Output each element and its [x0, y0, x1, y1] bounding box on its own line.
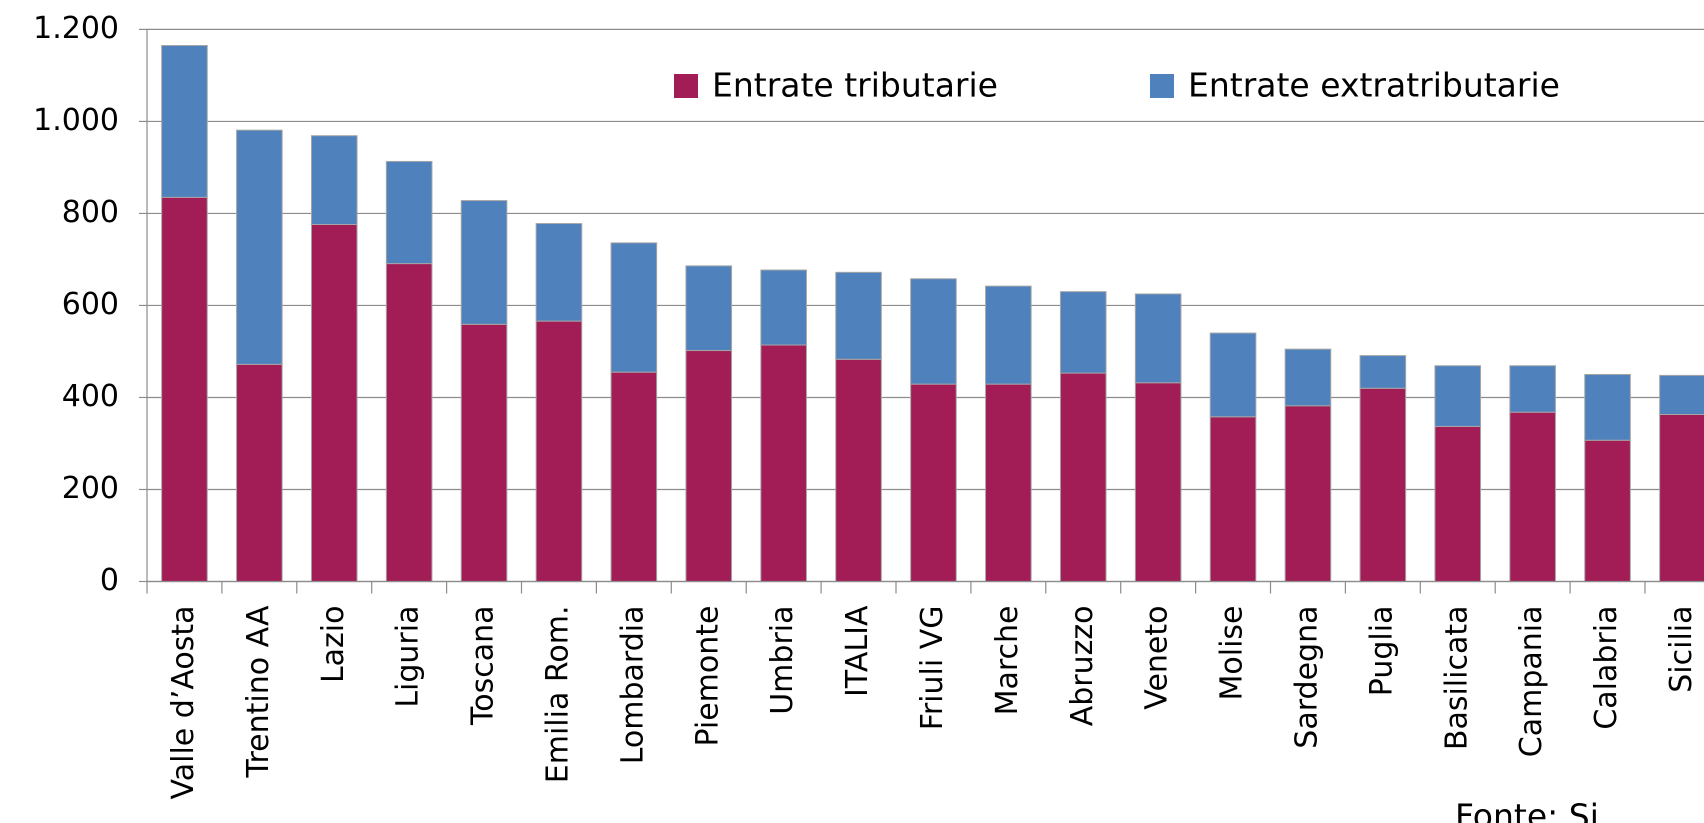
- x-tick-label: Piemonte: [690, 606, 725, 747]
- bar-segment: [910, 383, 957, 582]
- bar-segment: [1284, 348, 1332, 407]
- bar-segment: [1209, 332, 1257, 418]
- bar-segment: [1659, 374, 1704, 415]
- bar-segment: [760, 344, 807, 583]
- bar-segment: [535, 223, 583, 322]
- bar-segment: [985, 285, 1032, 385]
- y-tick-label: 1.000: [33, 103, 119, 138]
- x-tick-label: Molise: [1215, 606, 1250, 701]
- bar-segment: [685, 350, 733, 583]
- bar-segment: [1209, 416, 1257, 582]
- legend-label: Entrate extratributarie: [1188, 66, 1560, 105]
- source-note: Fonte: Si: [1455, 797, 1599, 823]
- bar-segment: [460, 200, 508, 325]
- x-tick-label: Umbria: [765, 606, 800, 715]
- bar-segment: [1059, 372, 1107, 582]
- y-tick-label: 800: [62, 195, 119, 230]
- x-tick-label: Friuli VG: [915, 606, 950, 731]
- bar-segment: [1509, 411, 1556, 582]
- x-tick-label: Sardegna: [1289, 606, 1324, 749]
- bar-segment: [1584, 373, 1631, 441]
- bar-segment: [161, 45, 208, 198]
- bar-segment: [835, 271, 882, 360]
- bar-segment: [460, 323, 508, 582]
- bar-segment: [685, 265, 733, 352]
- bar-segment: [1359, 355, 1407, 389]
- bar-segment: [1134, 382, 1182, 582]
- bar-segment: [1659, 413, 1704, 582]
- bar-segment: [1584, 439, 1631, 583]
- x-tick-label: Trentino AA: [241, 605, 276, 778]
- bar-segment: [161, 196, 208, 582]
- y-tick-label: 600: [62, 287, 119, 322]
- bar-segment: [535, 320, 583, 582]
- bar-segment: [610, 371, 658, 582]
- bar-segment: [385, 160, 433, 265]
- x-tick-label: Calabria: [1589, 606, 1624, 730]
- bar-segment: [1509, 365, 1556, 413]
- bar-segment: [1434, 425, 1482, 582]
- bar-segment: [985, 383, 1032, 582]
- bar-segment: [385, 263, 433, 582]
- x-tick-label: Valle d’Aosta: [166, 606, 201, 800]
- x-tick-label: Sicilia: [1664, 606, 1699, 693]
- bar-segment: [236, 129, 283, 365]
- x-tick-label: Basilicata: [1439, 606, 1474, 751]
- x-tick-label: Liguria: [391, 606, 426, 708]
- x-tick-label: Campania: [1514, 606, 1549, 758]
- x-tick-label: Lombardia: [615, 606, 650, 765]
- bar-segment: [1059, 291, 1107, 374]
- bar-segment: [1284, 405, 1332, 582]
- bar-segment: [236, 363, 283, 582]
- x-tick-label: Lazio: [316, 606, 351, 684]
- bar-segment: [310, 223, 358, 582]
- legend-swatch: [1150, 74, 1174, 98]
- x-tick-label: Veneto: [1140, 606, 1175, 710]
- bar-segment: [910, 278, 957, 385]
- bar-segment: [610, 242, 658, 373]
- x-tick-label: Marche: [990, 606, 1025, 716]
- legend-swatch: [674, 74, 698, 98]
- x-tick-label: Puglia: [1364, 606, 1399, 697]
- x-tick-label: ITALIA: [840, 605, 875, 697]
- bar-segment: [1359, 387, 1407, 583]
- y-tick-label: 1.200: [33, 11, 119, 46]
- y-tick-label: 0: [100, 563, 119, 598]
- y-tick-label: 200: [62, 471, 119, 506]
- y-tick-label: 400: [62, 379, 119, 414]
- bar-segment: [310, 135, 358, 225]
- bar-segment: [1134, 293, 1182, 384]
- bar-segment: [1434, 365, 1482, 427]
- x-tick-label: Toscana: [466, 606, 501, 727]
- legend-label: Entrate tributarie: [712, 66, 998, 105]
- x-tick-label: Emilia Rom.: [540, 606, 575, 784]
- bar-segment: [760, 269, 807, 346]
- x-tick-label: Abruzzo: [1065, 606, 1100, 727]
- bar-segment: [835, 358, 882, 582]
